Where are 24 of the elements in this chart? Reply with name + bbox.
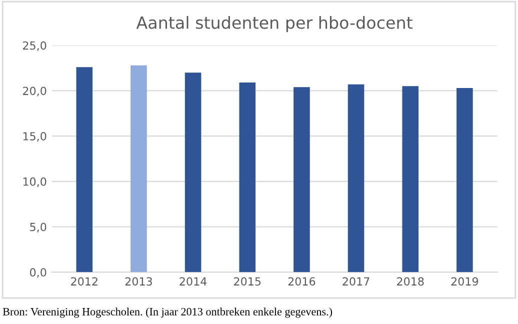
- y-tick-label: 0,0: [30, 268, 46, 278]
- y-tick-label: 10,0: [23, 177, 46, 187]
- x-tick-label: 2019: [451, 277, 478, 286]
- x-tick-label: 2017: [342, 277, 370, 286]
- bar: [239, 82, 256, 272]
- y-tick-label: 5,0: [30, 222, 46, 232]
- bar: [402, 86, 419, 272]
- x-tick-label: 2018: [397, 277, 424, 286]
- bar: [294, 87, 310, 272]
- bar: [76, 67, 93, 272]
- text: Bron: Vereniging Hogescholen. (In jaar 2013 ontbreken enkele gegevens.): [2, 308, 332, 318]
- x-tick-label: 2016: [288, 277, 316, 286]
- bar: [348, 84, 364, 272]
- x-tick-label: 2013: [125, 277, 152, 286]
- y-tick-label: 15,0: [23, 132, 46, 142]
- y-tick-label: 25,0: [23, 41, 46, 51]
- bar: [456, 88, 473, 272]
- x-tick-label: 2014: [180, 277, 207, 286]
- bar: [130, 65, 147, 272]
- x-tick-label: 2012: [71, 277, 98, 286]
- x-tick-label: 2015: [234, 277, 261, 286]
- bar: [184, 72, 202, 272]
- y-tick-label: 20,0: [23, 86, 46, 96]
- chart-title: Aantal studenten per hbo-docent: [136, 16, 412, 32]
